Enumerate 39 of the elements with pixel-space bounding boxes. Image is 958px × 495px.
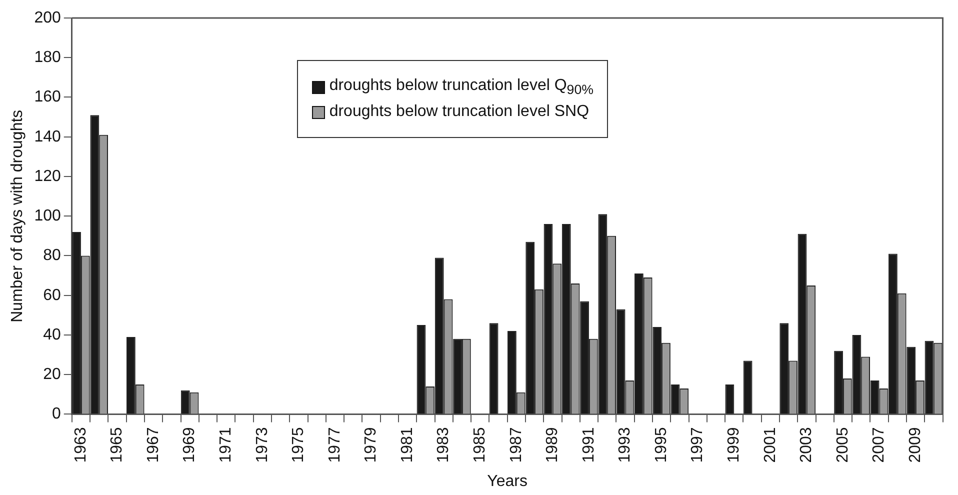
- x-tick-label: 1971: [218, 427, 235, 463]
- x-tick-label: 1973: [254, 427, 271, 463]
- y-tick-label: 200: [34, 9, 61, 26]
- x-tick-label: 1995: [652, 427, 670, 463]
- y-tick-label: 160: [34, 88, 61, 106]
- x-tick-label: 1985: [472, 427, 489, 463]
- legend-label: droughts below truncation level SNQ: [329, 103, 590, 122]
- x-tick-label: 1993: [616, 427, 634, 463]
- y-tick-label: 40: [43, 326, 61, 344]
- y-tick-label: 0: [52, 406, 61, 423]
- x-tick-label: 1977: [326, 427, 344, 463]
- y-tick-label: 100: [34, 208, 61, 225]
- x-tick-label: 1969: [181, 427, 198, 463]
- y-tick-label: 180: [34, 49, 61, 66]
- y-tick-label: 140: [34, 128, 61, 146]
- x-tick-label: 2005: [834, 427, 852, 463]
- x-tick-label: 1997: [689, 427, 706, 463]
- x-tick-label: 2009: [906, 427, 924, 463]
- y-tick-label: 60: [43, 286, 61, 304]
- x-tick-label: 1967: [144, 427, 162, 463]
- x-tick-label: 1983: [435, 427, 452, 463]
- x-tick-label: 1981: [398, 427, 416, 463]
- x-tick-label: 1963: [72, 427, 90, 463]
- x-tick-label: 1999: [726, 427, 743, 463]
- y-axis-title: Number of days with droughts: [9, 110, 26, 322]
- x-tick-label: 1975: [290, 427, 308, 463]
- x-tick-label: 1989: [544, 427, 562, 463]
- y-tick-label: 80: [43, 247, 61, 264]
- x-tick-label: 1965: [108, 427, 126, 463]
- x-tick-label: 1979: [362, 427, 380, 463]
- x-axis-title: Years: [487, 472, 528, 490]
- y-tick-label: 20: [43, 366, 61, 383]
- x-tick-label: 2003: [798, 427, 816, 463]
- x-tick-label: 1991: [580, 427, 598, 463]
- x-tick-label: 2001: [762, 427, 779, 463]
- y-tick-label: 120: [34, 168, 61, 185]
- x-tick-label: 1987: [508, 427, 525, 463]
- legend-label: droughts below truncation level Q$_{90%}$: [329, 77, 594, 98]
- x-tick-label: 2007: [870, 427, 888, 463]
